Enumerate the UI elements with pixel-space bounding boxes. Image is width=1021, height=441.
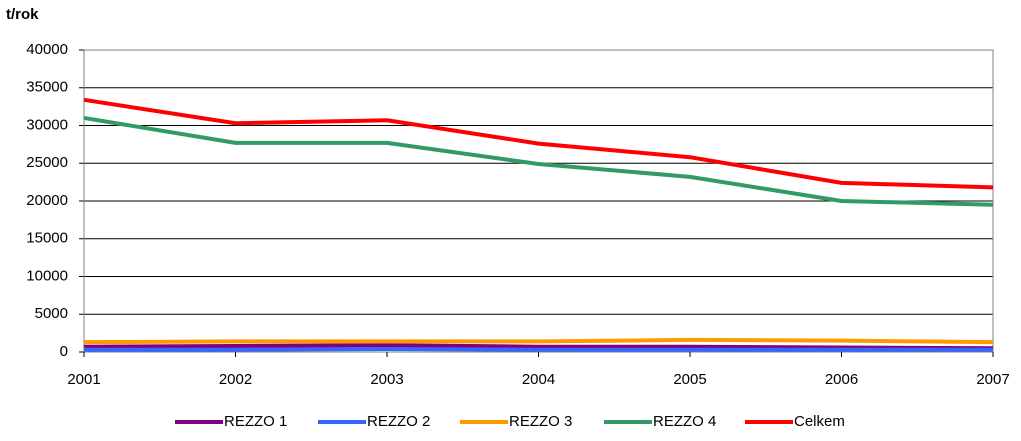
series-line (84, 346, 993, 352)
y-tick-label: 30000 (26, 116, 68, 133)
x-tick-label: 2003 (370, 371, 403, 388)
y-tick-label: 15000 (26, 230, 68, 247)
legend-label: REZZO 1 (224, 413, 287, 430)
x-tick-label: 2005 (673, 371, 706, 388)
x-tick-label: 2002 (219, 371, 252, 388)
x-tick-label: 2004 (522, 371, 555, 388)
y-tick-label: 35000 (26, 79, 68, 96)
legend-label: Celkem (794, 413, 845, 430)
y-tick-label: 25000 (26, 154, 68, 171)
legend-label: REZZO 4 (653, 413, 716, 430)
y-tick-label: 10000 (26, 267, 68, 284)
y-tick-label: 20000 (26, 192, 68, 209)
legend-label: REZZO 2 (367, 413, 430, 430)
x-tick-label: 2007 (976, 371, 1009, 388)
y-tick-label: 5000 (35, 305, 68, 322)
y-axis-label: t/rok (6, 6, 39, 23)
series-line (83, 97, 994, 190)
x-tick-label: 2006 (825, 371, 858, 388)
series-line (83, 115, 994, 207)
series-line (83, 337, 994, 345)
series-line (83, 343, 994, 351)
y-tick-label: 0 (60, 343, 68, 360)
x-tick-label: 2001 (67, 371, 100, 388)
legend-label: REZZO 3 (509, 413, 572, 430)
y-tick-label: 40000 (26, 41, 68, 58)
